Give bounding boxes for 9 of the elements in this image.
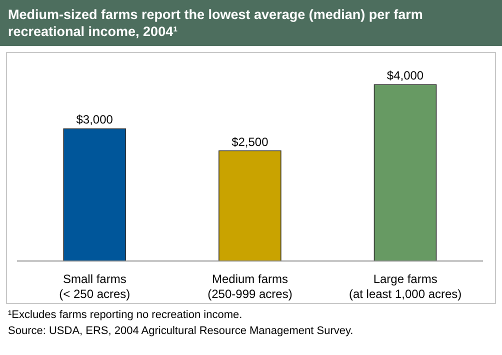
data-label: $4,000 — [386, 68, 424, 83]
x-tick-label: Large farms (at least 1,000 acres) — [348, 272, 462, 301]
source-note: Source: USDA, ERS, 2004 Agricultural Resource Management Survey. — [8, 324, 354, 339]
x-tick-label: Small farms (< 250 acres) — [59, 272, 130, 301]
chart-title: Medium-sized farms report the lowest average (median) per farm recreational income, 2004¹ — [0, 0, 502, 46]
data-label: $2,500 — [232, 134, 269, 149]
x-tick-label: Medium farms (250-999 acres) — [208, 272, 292, 301]
text: ¹Excludes farms reporting no recreation income. — [8, 308, 244, 323]
data-label: $3,000 — [76, 112, 114, 127]
